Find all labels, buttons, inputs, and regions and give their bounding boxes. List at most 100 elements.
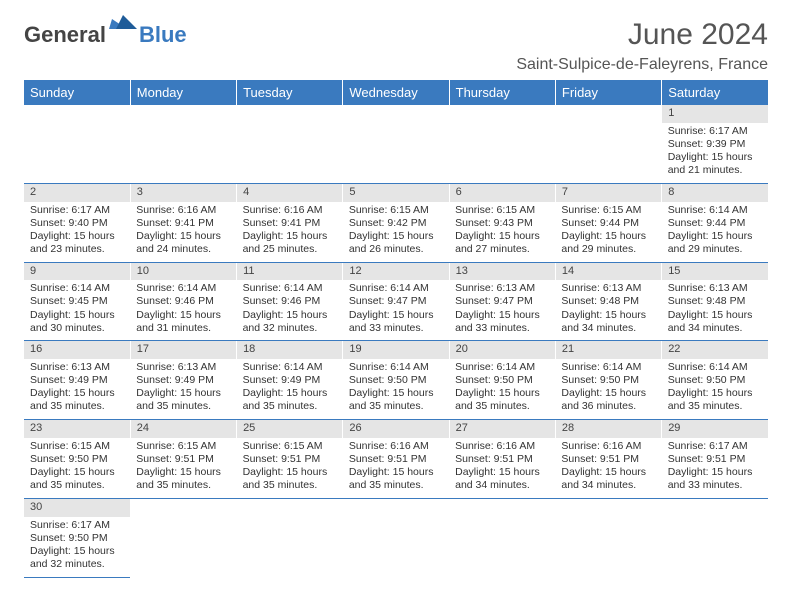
day-cell: Sunrise: 6:13 AMSunset: 9:49 PMDaylight:… bbox=[130, 359, 236, 420]
day-cell: Sunrise: 6:15 AMSunset: 9:51 PMDaylight:… bbox=[130, 438, 236, 499]
day-cell: Sunrise: 6:14 AMSunset: 9:44 PMDaylight:… bbox=[662, 202, 768, 263]
calendar-table: Sunday Monday Tuesday Wednesday Thursday… bbox=[24, 80, 768, 578]
day-number: 19 bbox=[343, 341, 449, 359]
day-cell bbox=[237, 517, 343, 578]
day-cell: Sunrise: 6:15 AMSunset: 9:43 PMDaylight:… bbox=[449, 202, 555, 263]
day-cell: Sunrise: 6:14 AMSunset: 9:47 PMDaylight:… bbox=[343, 280, 449, 341]
logo-text-general: General bbox=[24, 22, 106, 48]
day-number: 21 bbox=[555, 341, 661, 359]
day-number: 29 bbox=[662, 420, 768, 438]
day-number: 14 bbox=[555, 262, 661, 280]
calendar-body: 1Sunrise: 6:17 AMSunset: 9:39 PMDaylight… bbox=[24, 105, 768, 577]
day-number: 18 bbox=[237, 341, 343, 359]
day-number: 2 bbox=[24, 183, 130, 201]
day-cell: Sunrise: 6:15 AMSunset: 9:50 PMDaylight:… bbox=[24, 438, 130, 499]
day-number: 8 bbox=[662, 183, 768, 201]
day-cell: Sunrise: 6:14 AMSunset: 9:50 PMDaylight:… bbox=[449, 359, 555, 420]
day-number: 28 bbox=[555, 420, 661, 438]
day-cell: Sunrise: 6:17 AMSunset: 9:40 PMDaylight:… bbox=[24, 202, 130, 263]
day-number: 17 bbox=[130, 341, 236, 359]
day-cell: Sunrise: 6:16 AMSunset: 9:41 PMDaylight:… bbox=[130, 202, 236, 263]
weekday-header: Monday bbox=[130, 80, 236, 105]
weekday-header: Friday bbox=[555, 80, 661, 105]
day-number bbox=[130, 498, 236, 516]
day-cell: Sunrise: 6:14 AMSunset: 9:46 PMDaylight:… bbox=[130, 280, 236, 341]
day-number: 26 bbox=[343, 420, 449, 438]
day-cell: Sunrise: 6:16 AMSunset: 9:51 PMDaylight:… bbox=[449, 438, 555, 499]
page: General Blue June 2024 Saint-Sulpice-de-… bbox=[0, 0, 792, 596]
day-number: 16 bbox=[24, 341, 130, 359]
day-cell: Sunrise: 6:13 AMSunset: 9:47 PMDaylight:… bbox=[449, 280, 555, 341]
day-cell: Sunrise: 6:15 AMSunset: 9:51 PMDaylight:… bbox=[237, 438, 343, 499]
day-cell bbox=[343, 123, 449, 184]
day-number bbox=[555, 105, 661, 123]
day-cell bbox=[662, 517, 768, 578]
day-cell: Sunrise: 6:14 AMSunset: 9:49 PMDaylight:… bbox=[237, 359, 343, 420]
day-number: 15 bbox=[662, 262, 768, 280]
day-cell: Sunrise: 6:13 AMSunset: 9:48 PMDaylight:… bbox=[662, 280, 768, 341]
weekday-header: Tuesday bbox=[237, 80, 343, 105]
weekday-header-row: Sunday Monday Tuesday Wednesday Thursday… bbox=[24, 80, 768, 105]
day-number: 11 bbox=[237, 262, 343, 280]
day-number bbox=[662, 498, 768, 516]
day-cell bbox=[449, 123, 555, 184]
day-content-row: Sunrise: 6:17 AMSunset: 9:40 PMDaylight:… bbox=[24, 202, 768, 263]
day-number-row: 30 bbox=[24, 498, 768, 516]
month-title: June 2024 bbox=[516, 18, 768, 52]
day-cell: Sunrise: 6:13 AMSunset: 9:49 PMDaylight:… bbox=[24, 359, 130, 420]
day-number: 22 bbox=[662, 341, 768, 359]
day-cell bbox=[343, 517, 449, 578]
day-number: 23 bbox=[24, 420, 130, 438]
day-cell: Sunrise: 6:17 AMSunset: 9:51 PMDaylight:… bbox=[662, 438, 768, 499]
day-number: 6 bbox=[449, 183, 555, 201]
weekday-header: Saturday bbox=[662, 80, 768, 105]
day-number bbox=[237, 105, 343, 123]
day-number bbox=[237, 498, 343, 516]
day-number: 12 bbox=[343, 262, 449, 280]
day-number: 3 bbox=[130, 183, 236, 201]
day-cell: Sunrise: 6:13 AMSunset: 9:48 PMDaylight:… bbox=[555, 280, 661, 341]
day-number: 25 bbox=[237, 420, 343, 438]
day-cell: Sunrise: 6:14 AMSunset: 9:46 PMDaylight:… bbox=[237, 280, 343, 341]
day-cell: Sunrise: 6:14 AMSunset: 9:50 PMDaylight:… bbox=[662, 359, 768, 420]
day-cell: Sunrise: 6:16 AMSunset: 9:41 PMDaylight:… bbox=[237, 202, 343, 263]
day-number bbox=[130, 105, 236, 123]
logo-flag-icon bbox=[109, 13, 137, 40]
title-block: June 2024 Saint-Sulpice-de-Faleyrens, Fr… bbox=[516, 18, 768, 74]
day-cell: Sunrise: 6:16 AMSunset: 9:51 PMDaylight:… bbox=[555, 438, 661, 499]
day-cell bbox=[237, 123, 343, 184]
page-header: General Blue June 2024 Saint-Sulpice-de-… bbox=[24, 18, 768, 74]
day-cell: Sunrise: 6:15 AMSunset: 9:44 PMDaylight:… bbox=[555, 202, 661, 263]
day-cell: Sunrise: 6:14 AMSunset: 9:50 PMDaylight:… bbox=[343, 359, 449, 420]
day-cell bbox=[130, 123, 236, 184]
day-number: 10 bbox=[130, 262, 236, 280]
day-cell: Sunrise: 6:14 AMSunset: 9:45 PMDaylight:… bbox=[24, 280, 130, 341]
day-content-row: Sunrise: 6:17 AMSunset: 9:39 PMDaylight:… bbox=[24, 123, 768, 184]
day-number-row: 1 bbox=[24, 105, 768, 123]
day-number: 9 bbox=[24, 262, 130, 280]
day-cell: Sunrise: 6:15 AMSunset: 9:42 PMDaylight:… bbox=[343, 202, 449, 263]
weekday-header: Sunday bbox=[24, 80, 130, 105]
day-cell: Sunrise: 6:17 AMSunset: 9:50 PMDaylight:… bbox=[24, 517, 130, 578]
day-cell: Sunrise: 6:14 AMSunset: 9:50 PMDaylight:… bbox=[555, 359, 661, 420]
day-number: 20 bbox=[449, 341, 555, 359]
day-cell bbox=[555, 123, 661, 184]
day-content-row: Sunrise: 6:14 AMSunset: 9:45 PMDaylight:… bbox=[24, 280, 768, 341]
location-label: Saint-Sulpice-de-Faleyrens, France bbox=[516, 56, 768, 74]
day-cell: Sunrise: 6:16 AMSunset: 9:51 PMDaylight:… bbox=[343, 438, 449, 499]
day-number: 24 bbox=[130, 420, 236, 438]
day-cell bbox=[555, 517, 661, 578]
day-number: 7 bbox=[555, 183, 661, 201]
day-cell bbox=[130, 517, 236, 578]
day-cell: Sunrise: 6:17 AMSunset: 9:39 PMDaylight:… bbox=[662, 123, 768, 184]
day-number-row: 9101112131415 bbox=[24, 262, 768, 280]
day-number bbox=[555, 498, 661, 516]
day-cell bbox=[449, 517, 555, 578]
day-number bbox=[343, 105, 449, 123]
day-number: 5 bbox=[343, 183, 449, 201]
day-number: 13 bbox=[449, 262, 555, 280]
day-content-row: Sunrise: 6:15 AMSunset: 9:50 PMDaylight:… bbox=[24, 438, 768, 499]
logo-text-blue: Blue bbox=[139, 22, 187, 48]
day-number bbox=[24, 105, 130, 123]
day-number-row: 2345678 bbox=[24, 183, 768, 201]
